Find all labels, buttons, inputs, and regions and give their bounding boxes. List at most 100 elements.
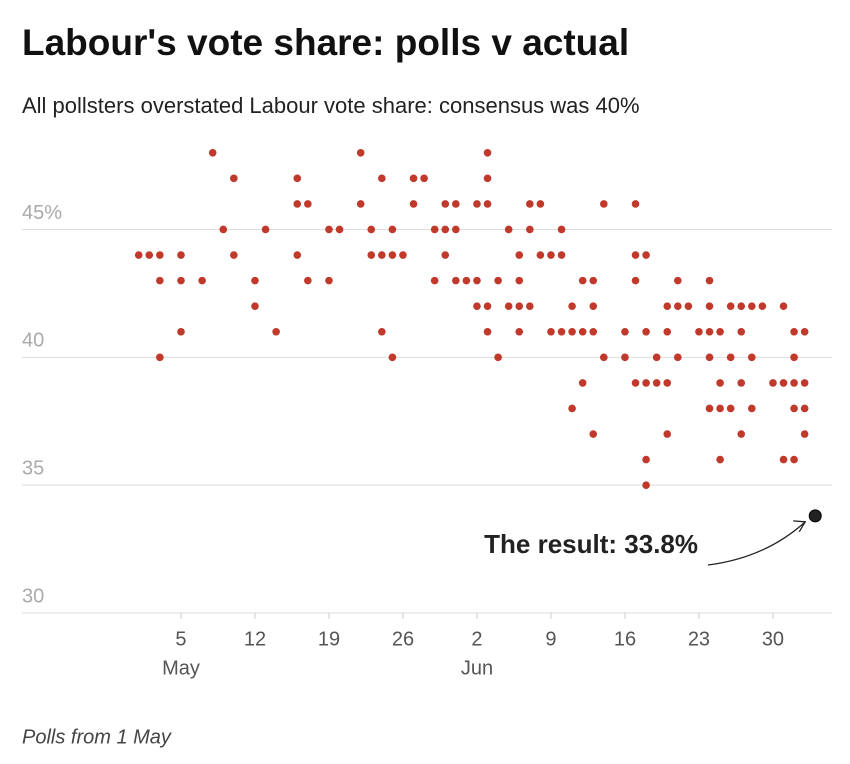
poll-point bbox=[378, 174, 386, 183]
poll-point bbox=[504, 225, 513, 234]
poll-point bbox=[674, 276, 682, 285]
poll-point bbox=[452, 200, 460, 208]
poll-point bbox=[494, 276, 502, 285]
chart-title: Labour's vote share: polls v actual bbox=[22, 22, 629, 63]
poll-point bbox=[589, 302, 598, 310]
x-tick-label: 30 bbox=[762, 628, 784, 650]
poll-point bbox=[198, 276, 206, 285]
poll-point bbox=[716, 455, 724, 464]
poll-point bbox=[293, 174, 302, 183]
poll-point bbox=[367, 251, 376, 259]
x-month-label: May bbox=[162, 657, 200, 679]
poll-point bbox=[705, 353, 714, 362]
poll-point bbox=[779, 302, 788, 310]
poll-point bbox=[652, 353, 661, 362]
poll-point bbox=[726, 353, 735, 362]
poll-point bbox=[737, 430, 746, 438]
poll-point bbox=[504, 302, 513, 310]
poll-point bbox=[568, 327, 576, 336]
poll-point bbox=[261, 225, 270, 234]
poll-point bbox=[631, 276, 640, 285]
poll-point bbox=[642, 251, 650, 259]
poll-point bbox=[663, 379, 672, 387]
poll-point bbox=[420, 174, 428, 183]
poll-point bbox=[430, 225, 439, 234]
poll-point bbox=[272, 327, 280, 336]
poll-point bbox=[589, 327, 598, 336]
poll-point bbox=[705, 404, 714, 413]
x-tick-label: 26 bbox=[392, 628, 414, 650]
poll-point bbox=[674, 353, 682, 362]
poll-point bbox=[356, 148, 365, 157]
poll-point bbox=[304, 276, 312, 285]
poll-point bbox=[705, 276, 714, 285]
poll-point bbox=[515, 327, 524, 336]
chart-subtitle: All pollsters overstated Labour vote sha… bbox=[22, 93, 640, 118]
poll-point bbox=[335, 225, 344, 234]
poll-point bbox=[473, 302, 481, 310]
poll-point bbox=[177, 251, 185, 259]
poll-point bbox=[526, 225, 534, 234]
poll-point bbox=[441, 251, 450, 259]
poll-point bbox=[156, 251, 164, 259]
poll-point bbox=[441, 200, 450, 208]
poll-point bbox=[631, 251, 640, 259]
poll-point bbox=[325, 276, 333, 285]
poll-point bbox=[758, 302, 767, 310]
poll-point bbox=[705, 302, 714, 310]
poll-point bbox=[568, 302, 576, 310]
poll-point bbox=[631, 379, 640, 387]
poll-point bbox=[748, 353, 756, 362]
poll-point bbox=[462, 276, 471, 285]
poll-point bbox=[145, 251, 154, 259]
poll-point bbox=[494, 353, 502, 362]
poll-point bbox=[134, 251, 143, 259]
poll-point bbox=[483, 148, 492, 157]
poll-point bbox=[790, 353, 798, 362]
poll-point bbox=[293, 200, 302, 208]
poll-point bbox=[526, 302, 534, 310]
poll-point bbox=[230, 251, 238, 259]
y-tick-label: 30 bbox=[22, 585, 44, 607]
x-tick-label: 9 bbox=[545, 628, 556, 650]
poll-point bbox=[219, 225, 228, 234]
x-month-label: Jun bbox=[461, 657, 493, 679]
poll-point bbox=[779, 379, 788, 387]
poll-point bbox=[674, 302, 682, 310]
y-tick-label: 45% bbox=[22, 202, 62, 224]
poll-point bbox=[230, 174, 238, 183]
poll-point bbox=[790, 455, 798, 464]
poll-point bbox=[526, 200, 534, 208]
poll-point bbox=[800, 327, 809, 336]
poll-point bbox=[748, 404, 756, 413]
poll-point bbox=[356, 200, 365, 208]
poll-point bbox=[800, 404, 809, 413]
poll-point bbox=[737, 302, 746, 310]
poll-point bbox=[293, 251, 302, 259]
poll-point bbox=[737, 379, 746, 387]
poll-point bbox=[388, 353, 397, 362]
poll-point bbox=[642, 327, 650, 336]
poll-point bbox=[716, 404, 724, 413]
poll-point bbox=[663, 327, 672, 336]
poll-point bbox=[600, 353, 608, 362]
poll-point bbox=[156, 276, 164, 285]
poll-point bbox=[251, 302, 259, 310]
y-tick-label: 35 bbox=[22, 457, 44, 479]
poll-point bbox=[388, 225, 397, 234]
x-tick-label: 2 bbox=[471, 628, 482, 650]
poll-point bbox=[483, 327, 492, 336]
poll-point bbox=[769, 379, 777, 387]
poll-point bbox=[642, 379, 650, 387]
annotation-arrowhead bbox=[793, 520, 807, 533]
poll-point bbox=[483, 302, 492, 310]
x-tick-label: 23 bbox=[688, 628, 710, 650]
poll-point bbox=[557, 327, 566, 336]
poll-point bbox=[156, 353, 164, 362]
poll-point bbox=[441, 225, 450, 234]
poll-point bbox=[409, 200, 418, 208]
poll-point bbox=[378, 327, 386, 336]
poll-point bbox=[547, 327, 555, 336]
poll-point bbox=[578, 327, 587, 336]
